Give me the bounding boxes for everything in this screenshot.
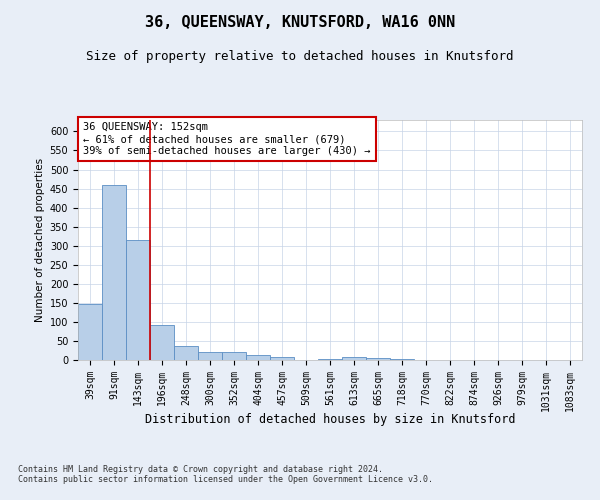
Text: Size of property relative to detached houses in Knutsford: Size of property relative to detached ho… (86, 50, 514, 63)
Bar (150, 324, 174, 360)
Bar (78, 304, 102, 360)
Text: 36 QUEENSWAY: 152sqm
← 61% of detached houses are smaller (679)
39% of semi-deta: 36 QUEENSWAY: 152sqm ← 61% of detached h… (83, 122, 371, 156)
Bar (246, 356, 270, 360)
Text: 36, QUEENSWAY, KNUTSFORD, WA16 0NN: 36, QUEENSWAY, KNUTSFORD, WA16 0NN (145, 15, 455, 30)
Text: Contains HM Land Registry data © Crown copyright and database right 2024.
Contai: Contains HM Land Registry data © Crown c… (18, 465, 433, 484)
Bar (366, 358, 390, 360)
Bar (390, 359, 414, 360)
Bar (102, 185, 126, 360)
Bar (126, 240, 150, 360)
Bar (318, 359, 342, 360)
Bar (174, 346, 198, 360)
Bar (342, 357, 366, 360)
Bar (198, 352, 222, 360)
Bar (222, 352, 246, 360)
Bar (270, 357, 294, 360)
Text: Distribution of detached houses by size in Knutsford: Distribution of detached houses by size … (145, 412, 515, 426)
Y-axis label: Number of detached properties: Number of detached properties (35, 158, 46, 322)
